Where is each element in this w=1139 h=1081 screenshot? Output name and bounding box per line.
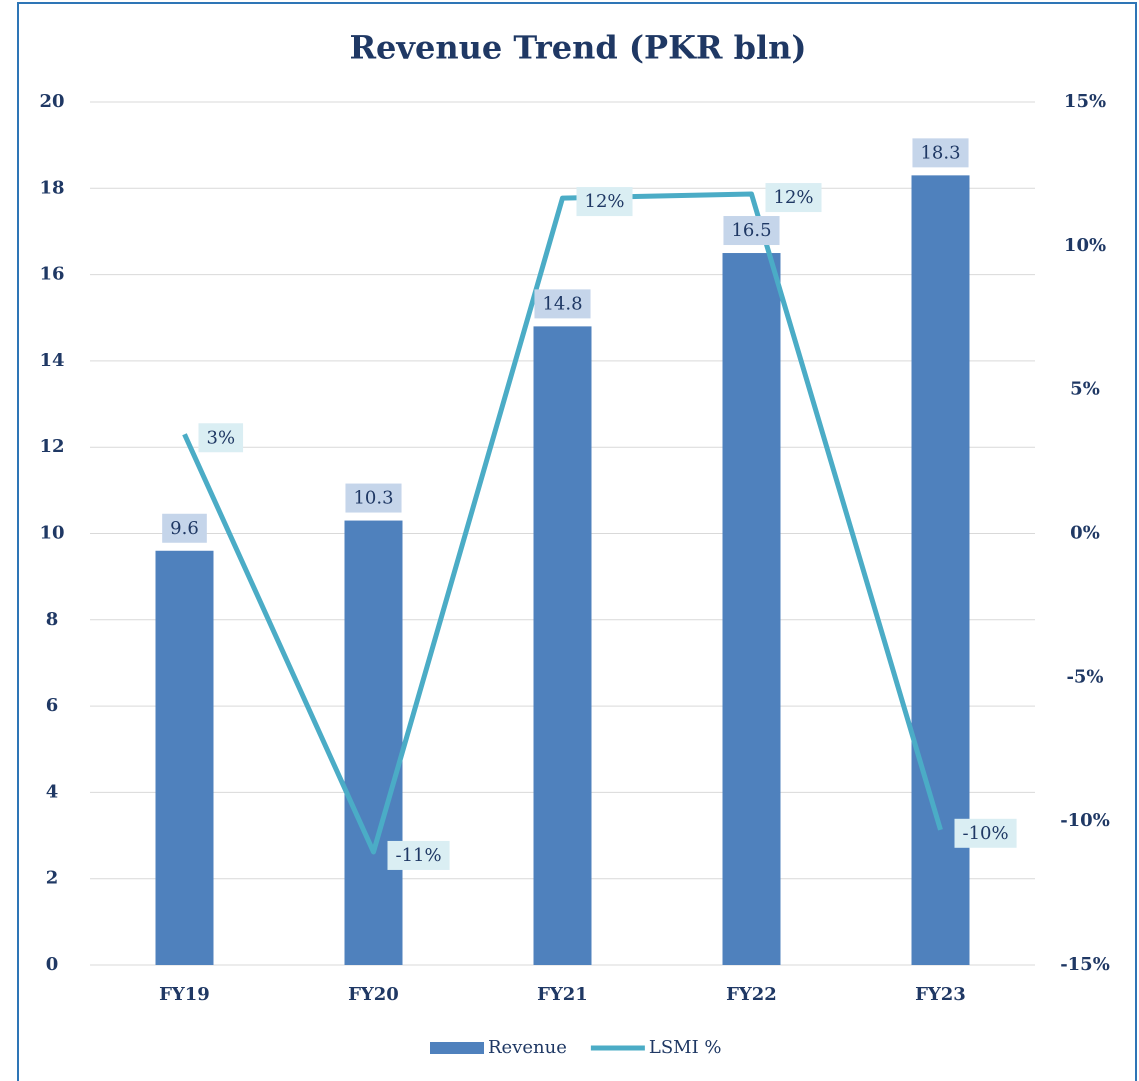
bar	[533, 326, 592, 965]
y-tick-label: 14	[39, 350, 64, 371]
line-value-label-box	[387, 840, 450, 870]
y2-tick-label: 10%	[1064, 235, 1106, 256]
line	[182, 191, 943, 855]
chart-title: Revenue Trend (PKR bln)	[349, 29, 806, 67]
x-tick-label: FY19	[159, 984, 210, 1005]
bar-value-label-box	[345, 483, 402, 513]
y2-tick-label: 0%	[1070, 523, 1100, 544]
bar	[722, 253, 781, 965]
line-value-label-box	[198, 423, 244, 453]
y-tick-label: 8	[46, 609, 59, 630]
y2-tick-label: -15%	[1060, 954, 1110, 975]
y-tick-label: 6	[46, 695, 59, 716]
y2-tick-label: -10%	[1060, 810, 1110, 831]
y-tick-label: 2	[46, 868, 59, 889]
line-value-label: -11%	[396, 845, 442, 866]
bar-value-label-box	[162, 513, 207, 543]
bar	[344, 520, 403, 965]
line-value-label: 3%	[207, 427, 236, 448]
y2-tick-label: -5%	[1066, 666, 1103, 687]
y-tick-label: 0	[46, 954, 59, 975]
x-tick-label: FY22	[726, 984, 777, 1005]
x-tick-label: FY21	[537, 984, 588, 1005]
bar-value-label: 14.8	[542, 293, 582, 314]
bar-value-label: 18.3	[920, 142, 960, 163]
x-tick-label: FY20	[348, 984, 399, 1005]
y-tick-label: 4	[46, 781, 59, 802]
bar-value-label: 10.3	[353, 488, 393, 509]
chart-frame	[17, 2, 1137, 1081]
bar	[155, 550, 214, 965]
y-tick-label: 10	[39, 523, 64, 544]
y-tick-label: 18	[39, 177, 64, 198]
legend-label: LSMI %	[649, 1037, 722, 1058]
line-value-label-box	[954, 818, 1017, 848]
line-value-label-box	[765, 183, 822, 213]
y2-tick-label: 5%	[1070, 379, 1100, 400]
line-value-label-box	[576, 187, 633, 217]
y-tick-label: 16	[39, 264, 64, 285]
legend-swatch	[430, 1042, 484, 1054]
bar-value-label: 9.6	[170, 518, 199, 539]
bar-value-label-box	[912, 138, 969, 168]
y-tick-label: 12	[39, 436, 64, 457]
line-value-label: 12%	[585, 191, 625, 212]
x-tick-label: FY23	[915, 984, 966, 1005]
legend-label: Revenue	[488, 1037, 567, 1058]
bar-value-label-box	[534, 289, 591, 319]
y2-tick-label: 15%	[1064, 91, 1106, 112]
bar-value-label: 16.5	[731, 220, 771, 241]
line-value-label: -10%	[963, 823, 1009, 844]
line-value-label: 12%	[774, 187, 814, 208]
y-tick-label: 20	[39, 91, 64, 112]
bar-value-label-box	[723, 216, 780, 246]
